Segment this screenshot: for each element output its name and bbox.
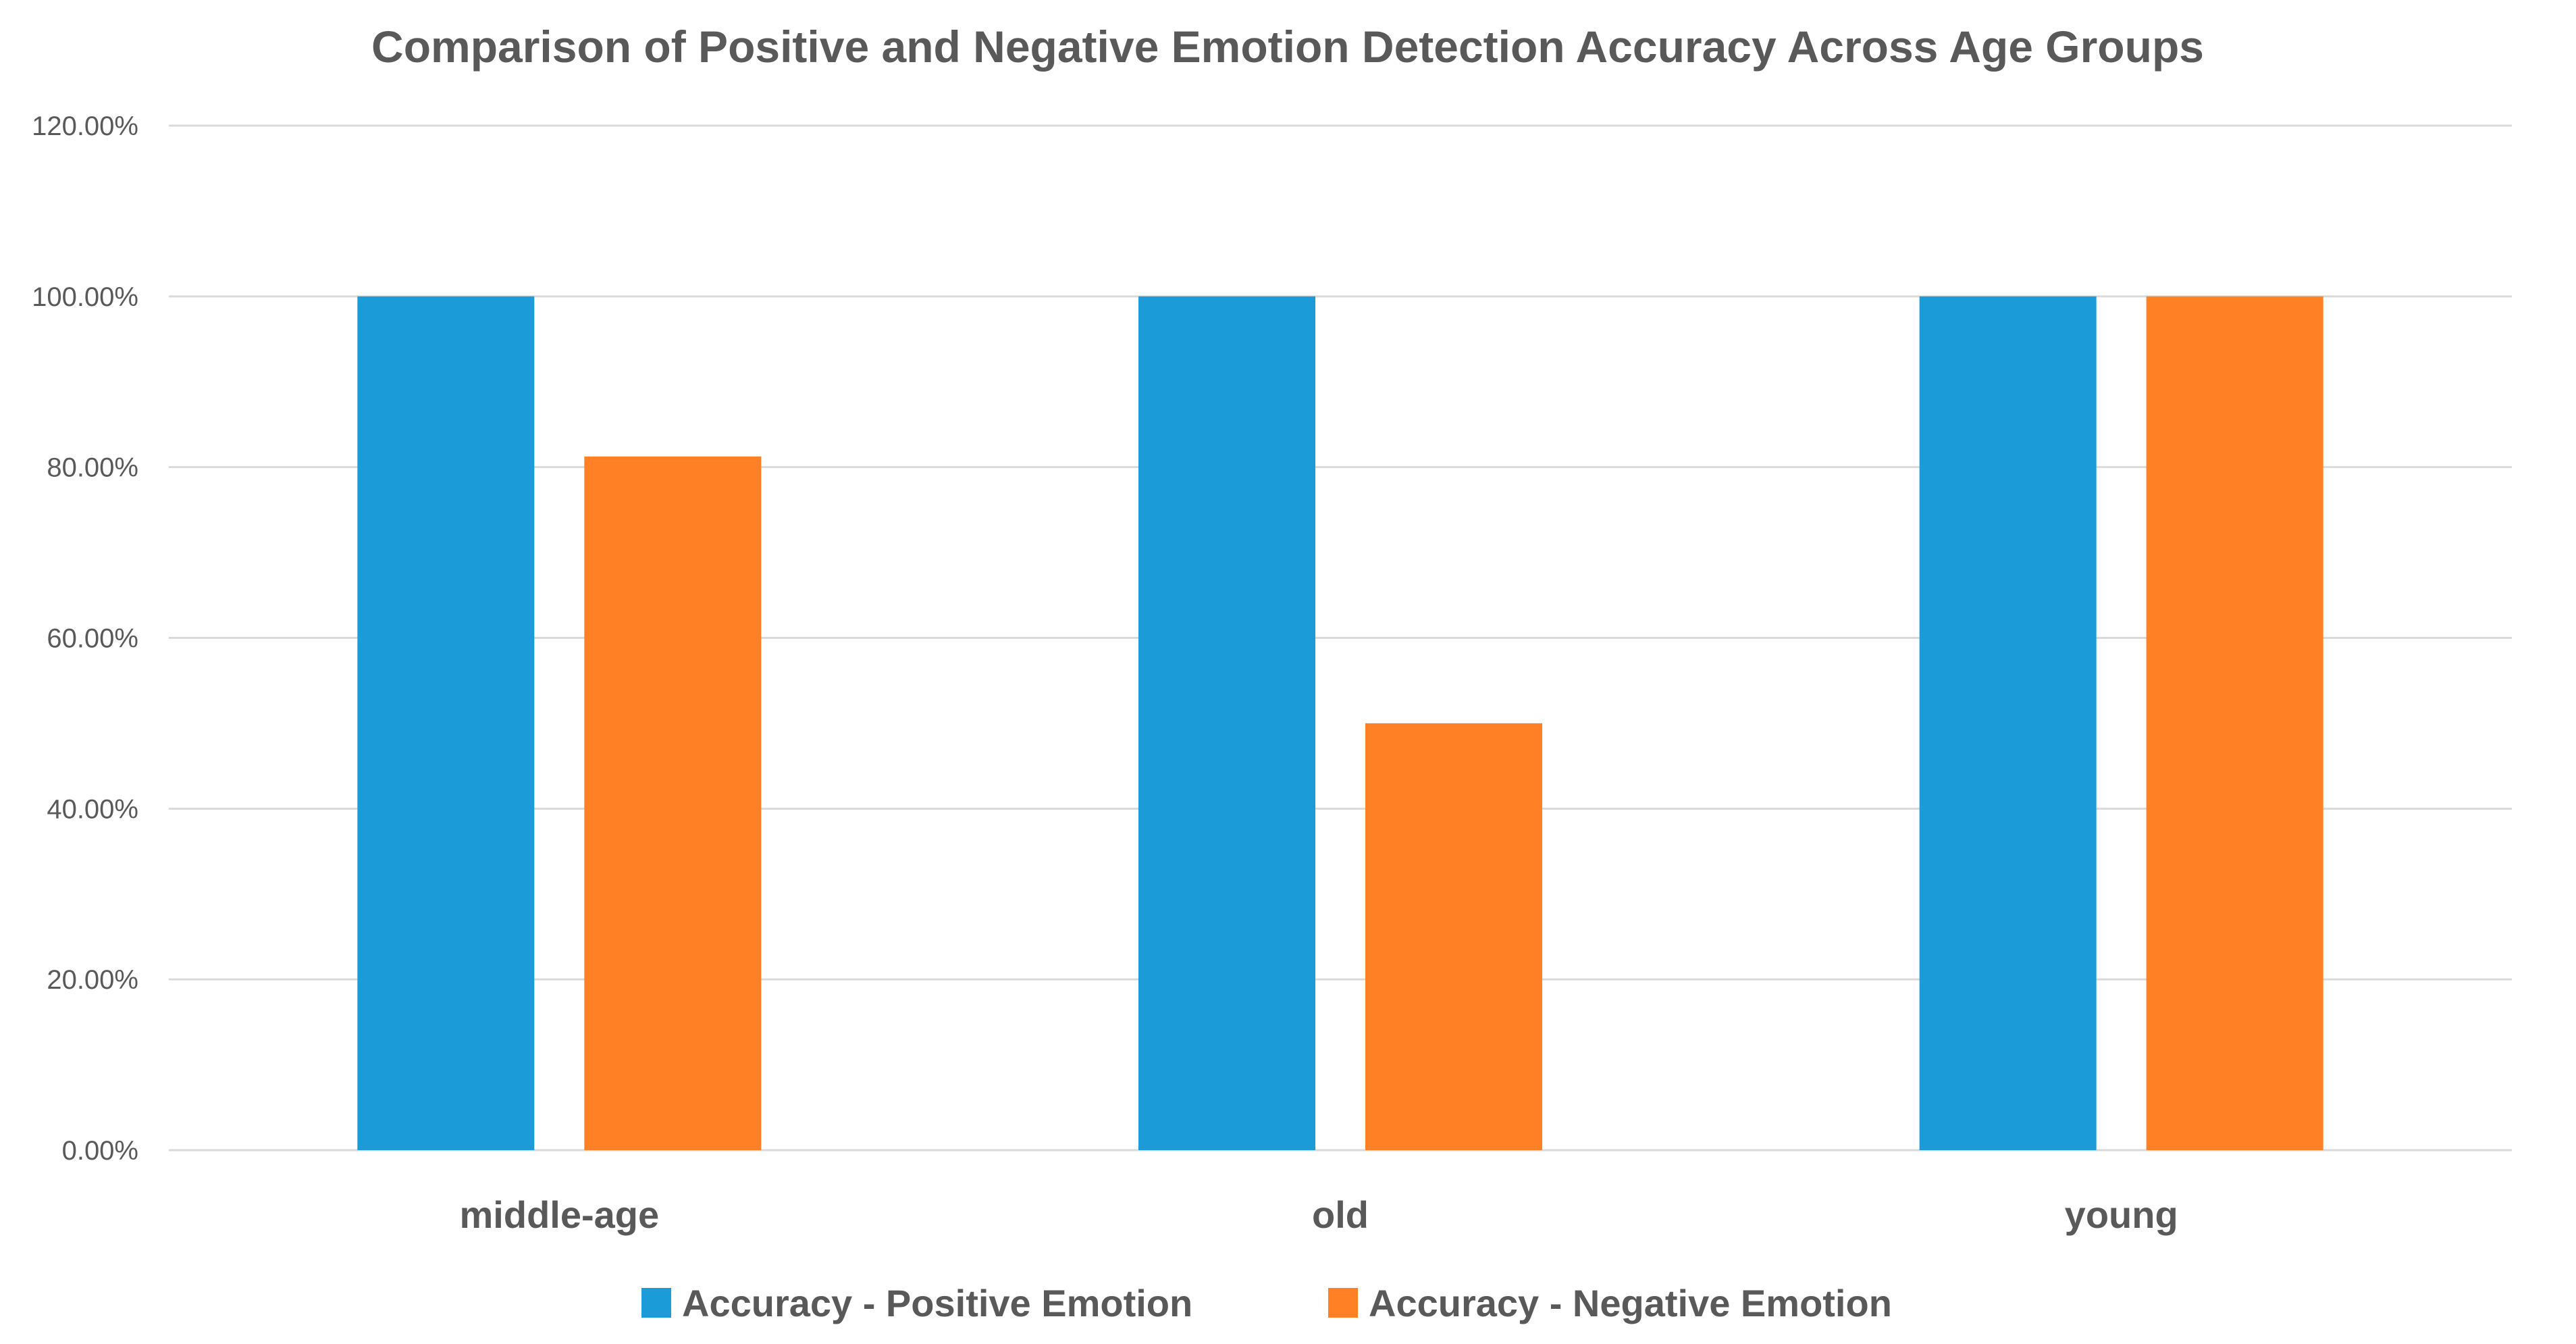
y-axis: 0.00% 20.00% 40.00% 60.00% 80.00% 100.00% 120.… [32,111,138,1166]
y-tick-label: 100.00% [32,282,138,312]
y-tick-label: 40.00% [47,794,138,824]
gridlines [169,124,2512,1152]
legend-swatch-negative [1328,1288,1358,1318]
y-tick-label: 60.00% [47,624,138,654]
bar-negative-young [2146,296,2323,1150]
y-tick-label: 0.00% [62,1136,138,1166]
legend-label-positive: Accuracy - Positive Emotion [682,1282,1192,1324]
x-tick-label: old [1312,1193,1369,1236]
y-tick-label: 80.00% [47,453,138,483]
chart-title: Comparison of Positive and Negative Emot… [371,22,2204,72]
x-axis: middle-age old young [460,1193,2178,1236]
bar-positive-middle-age [357,296,535,1150]
bar-negative-middle-age [584,456,762,1151]
legend-swatch-positive [641,1288,671,1318]
bars [357,296,2323,1151]
legend-label-negative: Accuracy - Negative Emotion [1369,1282,1892,1324]
x-tick-label: middle-age [460,1193,660,1236]
legend: Accuracy - Positive Emotion Accuracy - Ne… [641,1282,1892,1324]
y-tick-label: 120.00% [32,111,138,141]
x-tick-label: young [2065,1193,2178,1236]
bar-negative-old [1365,723,1542,1150]
bar-positive-old [1138,296,1315,1150]
y-tick-label: 20.00% [47,965,138,995]
bar-positive-young [1919,296,2097,1150]
